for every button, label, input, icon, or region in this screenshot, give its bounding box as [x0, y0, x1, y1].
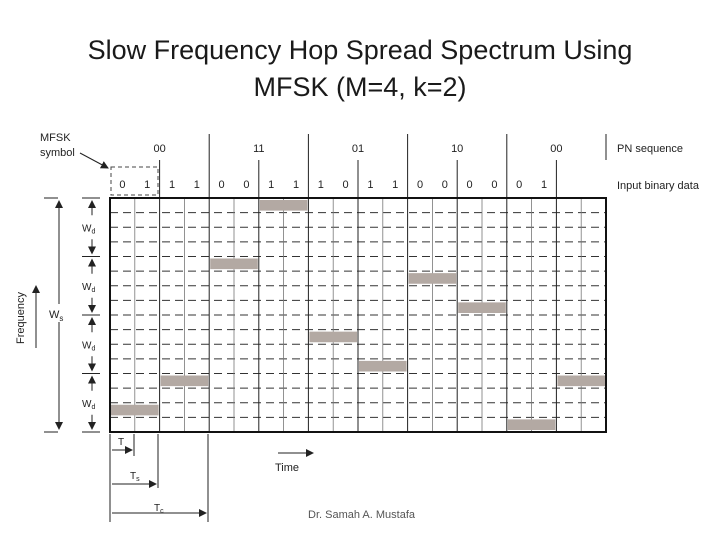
frequency-axis-label: Frequency [15, 292, 27, 344]
input-bits-row: 0 1 1 1 0 0 1 1 1 0 1 1 0 0 0 0 0 1 [119, 179, 547, 191]
input-bit: 0 [243, 179, 249, 191]
frequency-hop-block [557, 375, 605, 387]
input-bit: 1 [541, 179, 547, 191]
input-bit: 0 [467, 179, 473, 191]
mfsk-symbol-box [110, 166, 159, 196]
wd-label: Wd [82, 340, 95, 352]
wd-label: Wd [82, 223, 95, 235]
mfsk-symbol-pointer [79, 152, 109, 169]
frequency-hop-block [111, 404, 159, 416]
frequency-hop-block [309, 331, 357, 343]
input-binary-data-label: Input binary data [617, 180, 700, 192]
grid-border [109, 197, 607, 433]
frequency-hop-block [507, 419, 556, 430]
input-bit: 0 [417, 179, 423, 191]
mfsk-symbol-label-line2: symbol [40, 147, 75, 159]
mfsk-symbol-label-line1: MFSK [40, 132, 71, 144]
input-bit: 0 [219, 179, 225, 191]
frequency-hop-block [408, 273, 457, 284]
pn-sequence-label: PN sequence [617, 143, 683, 155]
input-bit: 1 [268, 179, 274, 191]
frequency-hop-block [210, 258, 258, 270]
input-bit: 1 [169, 179, 175, 191]
frequency-hops [111, 200, 605, 430]
pn-sequence-value: 00 [153, 143, 165, 155]
pn-sequence-row: 00 11 01 10 00 [153, 134, 607, 160]
footer-author: Dr. Samah A. Mustafa [308, 509, 415, 521]
input-bit: 1 [144, 179, 150, 191]
frequency-hop-block [359, 360, 407, 372]
input-bit: 0 [516, 179, 522, 191]
time-axis-label: Time [275, 462, 299, 474]
input-bit: 0 [442, 179, 448, 191]
input-bit: 0 [491, 179, 497, 191]
frequency-hop-block [259, 200, 308, 211]
input-bit: 1 [194, 179, 200, 191]
ws-label: Ws [49, 309, 63, 323]
wd-label: Wd [82, 399, 95, 411]
pn-sequence-value: 01 [352, 143, 364, 155]
input-bit: 0 [119, 179, 125, 191]
tc-label: Tc [154, 503, 164, 515]
pn-sequence-value: 00 [550, 143, 562, 155]
t-label: T [118, 437, 124, 448]
frequency-hop-block [160, 375, 209, 387]
input-bit: 0 [343, 179, 349, 191]
pn-sequence-value: 11 [253, 143, 264, 155]
frequency-hop-block [458, 302, 506, 313]
input-bit: 1 [293, 179, 299, 191]
frequency-time-grid [109, 160, 607, 433]
ts-label: Ts [130, 471, 140, 483]
wd-label: Wd [82, 282, 95, 294]
input-bit: 1 [392, 179, 398, 191]
wd-brackets: Wd Wd Wd Wd [82, 197, 100, 433]
title-line-2: MFSK (M=4, k=2) [253, 72, 467, 102]
pn-sequence-value: 10 [451, 143, 463, 155]
input-bit: 1 [367, 179, 373, 191]
slide-title: Slow Frequency Hop Spread Spectrum Using… [0, 32, 720, 106]
title-line-1: Slow Frequency Hop Spread Spectrum Using [87, 35, 633, 65]
input-bit: 1 [318, 179, 324, 191]
